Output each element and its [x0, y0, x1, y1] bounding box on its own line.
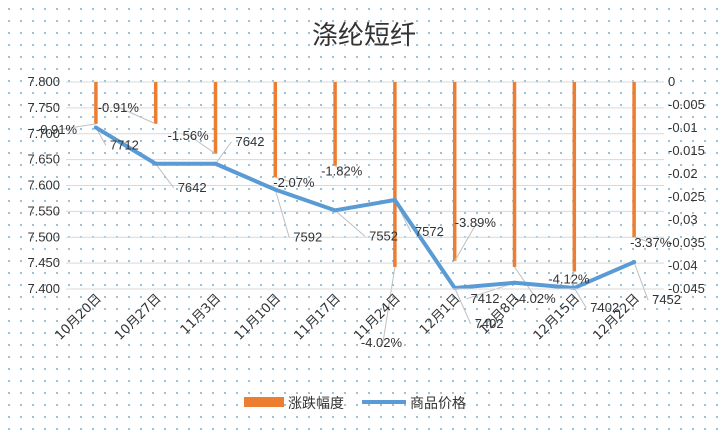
bar [153, 82, 158, 124]
line-point [273, 187, 278, 192]
bar-series [94, 82, 636, 272]
y-right-tick-label: 0 [668, 74, 675, 89]
bar-label-leader [382, 266, 396, 343]
x-tick-label: 10月20日 [52, 291, 104, 343]
chart-title: 涤纶短纤 [312, 21, 416, 51]
right-axis: 0 -0.005 -0.01 -0.015 -0.02 -0.025 -0.03 -0.035… [668, 74, 705, 296]
line-label-leader [155, 163, 175, 189]
data-labels: -0.91% -0.91% -1.56% -2.07% -1.82% -4.02% -3.8… [36, 100, 681, 350]
line-point [153, 161, 158, 166]
y-left-tick-label: 7.500 [27, 229, 60, 244]
line-point [213, 161, 218, 166]
x-tick-label: 11月17日 [292, 291, 344, 343]
line-data-label: 7452 [652, 292, 681, 307]
y-right-tick-label: -0.045 [668, 281, 705, 296]
legend-bar-swatch [244, 397, 284, 407]
line-label-leader [215, 141, 232, 165]
x-tick-label: 11月10日 [232, 291, 284, 343]
line-data-label: 7552 [369, 228, 398, 243]
bar [512, 82, 517, 267]
y-right-tick-label: -0.035 [668, 235, 705, 250]
legend-bar-label: 涨跌幅度 [288, 396, 344, 412]
bar-label-leader [569, 271, 575, 280]
gridlines [66, 81, 664, 290]
line-point [632, 260, 637, 265]
price-line [93, 125, 637, 290]
y-left-tick-label: 7.800 [27, 74, 60, 89]
bar-data-label: -3.89% [455, 215, 497, 230]
line-point [93, 125, 98, 130]
bar-label-leader [454, 222, 478, 262]
line-data-label: 7402 [475, 316, 504, 331]
bar [393, 82, 397, 267]
y-right-tick-label: -0.03 [668, 212, 698, 227]
x-axis: 10月20日 10月27日 11月3日 11月10日 11月17日 11月24日 12月1日… [52, 288, 664, 344]
leader-lines [57, 107, 653, 343]
y-right-tick-label: -0.015 [668, 143, 705, 158]
y-left-tick-label: 7.600 [27, 178, 60, 193]
bar [632, 82, 636, 238]
bar [273, 82, 278, 178]
x-tick-label: 10月27日 [112, 291, 164, 343]
bar-data-label: -3.37% [630, 235, 672, 250]
bar-data-label: -4.02% [361, 335, 403, 350]
line-data-label: 7642 [236, 134, 265, 149]
line-data-label: 7572 [415, 224, 444, 239]
bar-data-label: -4.12% [548, 272, 590, 287]
bar [333, 82, 337, 166]
y-right-tick-label: -0.025 [668, 189, 705, 204]
bar-data-label: -1.82% [321, 164, 363, 179]
y-left-tick-label: 7.700 [27, 126, 60, 141]
bar [94, 82, 98, 124]
y-right-tick-label: -0.02 [668, 166, 698, 181]
left-axis: 7.400 7.450 7.500 7.550 7.600 7.650 7.700 7.750… [27, 74, 60, 296]
bar-data-label: -4.02% [515, 291, 557, 306]
legend-line-label: 商品价格 [410, 396, 466, 412]
line-label-leader [274, 189, 290, 238]
y-left-tick-label: 7.400 [27, 281, 60, 296]
x-tick-label: 11月3日 [178, 291, 225, 338]
y-right-tick-label: -0.01 [668, 120, 698, 135]
legend: 涨跌幅度 商品价格 [244, 396, 466, 412]
x-tick-label: 12月1日 [417, 291, 464, 338]
y-left-tick-label: 7.450 [27, 255, 60, 270]
line-label-leader [454, 287, 472, 325]
line-label-leader [573, 287, 587, 309]
y-right-tick-label: -0.04 [668, 258, 698, 273]
line-point [333, 208, 338, 213]
bar-label-leader [57, 123, 96, 131]
line-point [392, 197, 397, 202]
bar-label-leader [275, 176, 296, 184]
bar-label-leader [633, 236, 653, 244]
bar-label-leader [334, 165, 344, 173]
line-point [512, 280, 517, 285]
y-left-tick-label: 7.650 [27, 152, 60, 167]
line-data-label: 7402 [590, 300, 619, 315]
bar-data-label: -1.56% [168, 128, 210, 143]
line-data-label: 7712 [110, 138, 139, 153]
line-data-label: 7592 [293, 230, 322, 245]
bar-data-label: -0.91% [98, 100, 140, 115]
y-right-tick-label: -0.005 [668, 97, 705, 112]
bar-data-label: -2.07% [273, 175, 315, 190]
line-label-leader [633, 261, 649, 301]
y-left-tick-label: 7.750 [27, 100, 60, 115]
bar [452, 82, 457, 261]
bar-label-leader [119, 107, 156, 125]
line-series [93, 125, 637, 290]
line-data-label: 7642 [178, 180, 207, 195]
bar [213, 82, 218, 154]
line-label-leader [334, 209, 366, 237]
bar-data-label: -0.91% [36, 122, 78, 137]
line-data-label: 7412 [471, 291, 500, 306]
bar [572, 82, 577, 272]
y-left-tick-label: 7.550 [27, 203, 60, 218]
bar-label-leader [189, 135, 216, 155]
